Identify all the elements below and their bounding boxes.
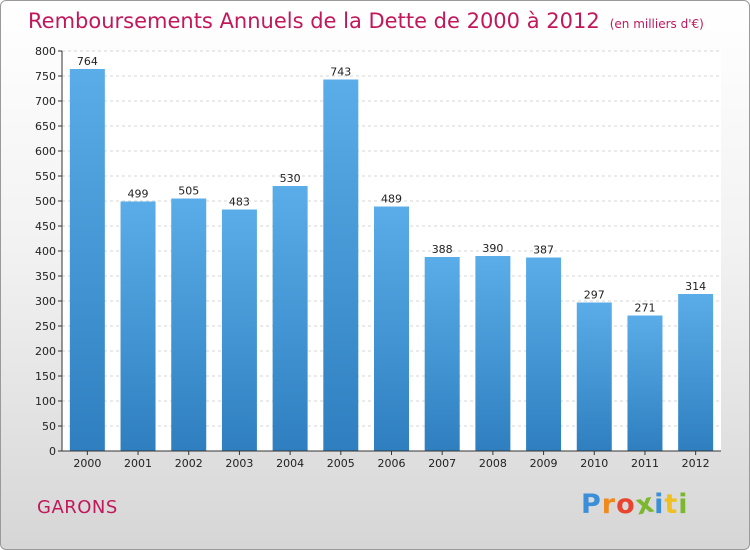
- y-tick-label: 400: [35, 245, 56, 258]
- city-name: GARONS: [37, 497, 118, 518]
- y-tick-label: 700: [35, 95, 56, 108]
- bar-2007: [424, 257, 460, 451]
- bar-2002: [171, 198, 207, 451]
- value-label-2011: 271: [634, 302, 655, 315]
- x-tick-label-2001: 2001: [124, 457, 152, 470]
- value-label-2006: 489: [381, 193, 402, 206]
- x-tick-label-2002: 2002: [175, 457, 203, 470]
- y-tick-label: 500: [35, 195, 56, 208]
- x-tick-label-2011: 2011: [631, 457, 659, 470]
- value-label-2004: 530: [280, 172, 301, 185]
- bar-2011: [627, 315, 663, 451]
- y-tick-label: 750: [35, 70, 56, 83]
- logo-letter: t: [664, 489, 679, 520]
- chart-title-text: Remboursements Annuels de la Dette de 20…: [28, 9, 600, 33]
- chart-title: Remboursements Annuels de la Dette de 20…: [28, 9, 704, 33]
- value-label-2008: 390: [482, 242, 503, 255]
- bar-2006: [374, 206, 409, 451]
- value-label-2010: 297: [584, 289, 605, 302]
- y-tick-label: 100: [35, 395, 56, 408]
- bar-2009: [526, 257, 562, 451]
- bar-2001: [120, 201, 156, 451]
- bar-2004: [272, 186, 308, 451]
- x-tick-label-2009: 2009: [530, 457, 558, 470]
- bar-2010: [576, 302, 612, 451]
- value-label-2009: 387: [533, 244, 554, 257]
- x-tick-label-2007: 2007: [428, 457, 456, 470]
- value-label-2002: 505: [178, 185, 199, 198]
- x-tick-label-2006: 2006: [378, 457, 406, 470]
- y-tick-label: 250: [35, 320, 56, 333]
- proxiti-logo: Proxiti: [581, 487, 689, 521]
- value-label-2007: 388: [432, 243, 453, 256]
- bar-2012: [678, 294, 714, 451]
- logo-letter: i: [654, 489, 665, 520]
- bar-2000: [69, 69, 105, 451]
- x-tick-label-2000: 2000: [73, 457, 101, 470]
- bar-2003: [221, 209, 257, 451]
- y-tick-label: 50: [42, 420, 56, 433]
- y-tick-label: 300: [35, 295, 56, 308]
- x-tick-label-2004: 2004: [276, 457, 304, 470]
- value-label-2003: 483: [229, 196, 250, 209]
- y-tick-label: 200: [35, 345, 56, 358]
- value-label-2012: 314: [685, 280, 706, 293]
- y-tick-label: 550: [35, 170, 56, 183]
- y-tick-label: 0: [49, 445, 56, 458]
- value-label-2000: 764: [77, 55, 98, 68]
- bar-2008: [475, 256, 511, 451]
- x-tick-label-2003: 2003: [225, 457, 253, 470]
- x-tick-label-2005: 2005: [327, 457, 355, 470]
- bar-2005: [323, 79, 359, 451]
- value-label-2001: 499: [128, 188, 149, 201]
- y-tick-label: 800: [35, 45, 56, 58]
- y-tick-label: 350: [35, 270, 56, 283]
- logo-letter: P: [581, 489, 602, 520]
- x-tick-label-2012: 2012: [682, 457, 710, 470]
- logo-letter: r: [601, 489, 617, 520]
- value-label-2005: 743: [330, 66, 351, 79]
- y-tick-label: 650: [35, 120, 56, 133]
- chart-unit-note: (en milliers d'€): [609, 17, 704, 31]
- x-tick-label-2010: 2010: [580, 457, 608, 470]
- x-tick-label-2008: 2008: [479, 457, 507, 470]
- logo-letter: o: [616, 489, 636, 520]
- y-tick-label: 150: [35, 370, 56, 383]
- y-tick-label: 450: [35, 220, 56, 233]
- y-tick-label: 600: [35, 145, 56, 158]
- logo-letter: i: [678, 489, 689, 520]
